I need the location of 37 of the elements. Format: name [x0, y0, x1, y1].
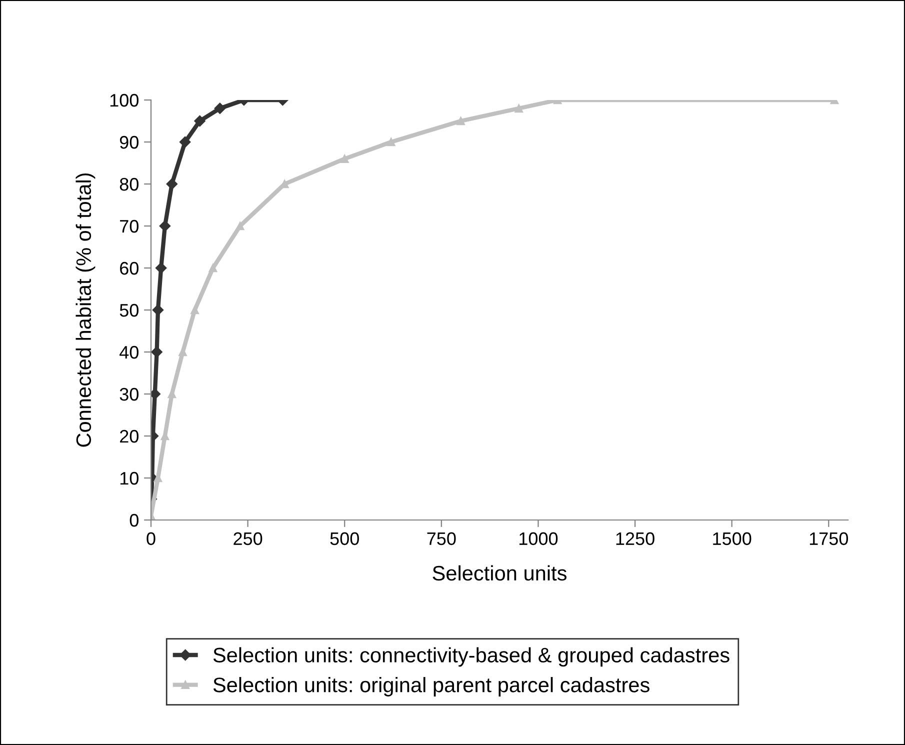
- point: [456, 116, 465, 126]
- point: [152, 304, 164, 316]
- y-axis-title: Connected habitat (% of total): [76, 173, 96, 447]
- point: [179, 136, 191, 148]
- legend-label: Selection units: connectivity-based & grouped cadastres: [213, 647, 730, 667]
- point: [190, 306, 199, 314]
- y-tick-label: 60: [120, 262, 138, 275]
- point: [236, 222, 244, 230]
- x-tick-label: 0: [146, 532, 156, 546]
- point: [340, 154, 349, 163]
- y-tick-label: 0: [130, 514, 138, 527]
- point: [208, 264, 218, 272]
- y-tick-label: 70: [120, 220, 138, 233]
- y-tick-label: 40: [120, 346, 138, 359]
- point: [214, 102, 226, 114]
- x-axis-title: Selection units: [432, 565, 566, 581]
- x-tick-label: 1500: [713, 532, 752, 546]
- y-tick-label: 50: [120, 304, 138, 317]
- y-tick-label: 10: [120, 472, 138, 485]
- y-tick-label: 30: [120, 388, 138, 401]
- y-tick-label: 100: [110, 94, 138, 107]
- legend-label: Selection units: original parent parcel cadastres: [213, 677, 650, 696]
- point: [514, 104, 524, 113]
- point: [155, 262, 167, 274]
- y-tick-label: 90: [120, 136, 138, 149]
- y-tick-label: 80: [120, 178, 138, 191]
- x-tick-label: 1000: [520, 532, 558, 546]
- point: [166, 178, 178, 190]
- point: [386, 138, 396, 146]
- point: [159, 220, 171, 232]
- x-tick-label: 1250: [616, 532, 654, 546]
- y-tick-label: 20: [120, 430, 138, 443]
- x-tick-label: 1750: [810, 532, 848, 546]
- x-tick-label: 500: [330, 532, 359, 546]
- x-tick-label: 250: [234, 532, 262, 546]
- point: [194, 115, 206, 127]
- x-tick-label: 750: [427, 532, 456, 546]
